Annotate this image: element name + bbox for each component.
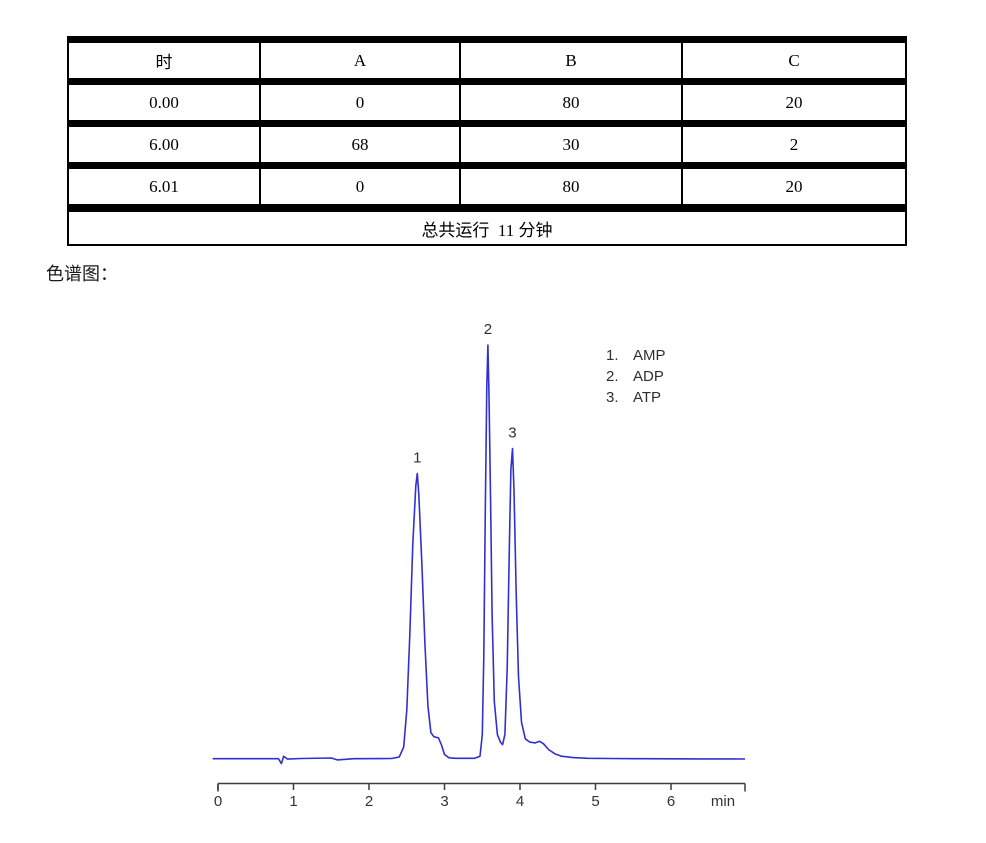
peak-label-1: 1 (413, 450, 421, 467)
table-row: 6.01 0 80 20 (68, 165, 906, 212)
table-header-cell-time: 时 (68, 39, 260, 85)
gradient-table: 时 A B C 0.00 0 80 20 6.00 68 30 2 6.01 0… (67, 36, 907, 246)
legend-index: 3. (606, 389, 619, 406)
table-row: 0.00 0 80 20 (68, 81, 906, 127)
x-tick-label: 0 (214, 793, 222, 810)
x-tick-label: 5 (591, 793, 599, 810)
x-tick-label: 6 (667, 793, 675, 810)
table-header-cell-c: C (681, 39, 906, 85)
x-tick-label: 2 (365, 793, 373, 810)
peak-label-3: 3 (508, 425, 516, 442)
table-cell: 20 (681, 81, 906, 127)
table-footer-row: 总共运行 11 分钟 (68, 208, 906, 245)
legend-index: 2. (606, 368, 619, 385)
table-header-cell-b: B (459, 39, 682, 85)
table-row: 6.00 68 30 2 (68, 123, 906, 169)
table-header-cell-a: A (259, 39, 460, 85)
legend-name: ATP (633, 389, 662, 406)
chromatogram-trace (212, 344, 746, 765)
table-cell: 2 (681, 123, 906, 169)
x-tick-label: 3 (440, 793, 448, 810)
x-tick-label: 4 (516, 793, 524, 810)
x-tick-label: 1 (289, 793, 297, 810)
table-cell: 20 (681, 165, 906, 212)
chart-legend: 1. AMP 2. ADP 3. ATP (606, 345, 666, 408)
legend-item-atp: 3. ATP (606, 387, 666, 408)
x-axis (217, 782, 746, 792)
table-cell: 80 (459, 165, 682, 212)
x-axis-unit-label: min (711, 793, 735, 810)
table-cell: 6.00 (68, 123, 260, 169)
peak-label-2: 2 (484, 321, 492, 338)
table-cell: 68 (259, 123, 460, 169)
table-header-row: 时 A B C (68, 39, 906, 85)
table-cell: 30 (459, 123, 682, 169)
table-cell: 0 (259, 81, 460, 127)
legend-item-adp: 2. ADP (606, 366, 666, 387)
legend-item-amp: 1. AMP (606, 345, 666, 366)
section-label-chromatogram: 色谱图： (46, 264, 118, 284)
legend-name: ADP (633, 368, 664, 385)
table-cell: 0.00 (68, 81, 260, 127)
table-cell: 6.01 (68, 165, 260, 212)
legend-name: AMP (633, 347, 666, 364)
table-footer-cell: 总共运行 11 分钟 (421, 220, 553, 240)
table-cell: 0 (259, 165, 460, 212)
table-cell: 80 (459, 81, 682, 127)
legend-index: 1. (606, 347, 619, 364)
